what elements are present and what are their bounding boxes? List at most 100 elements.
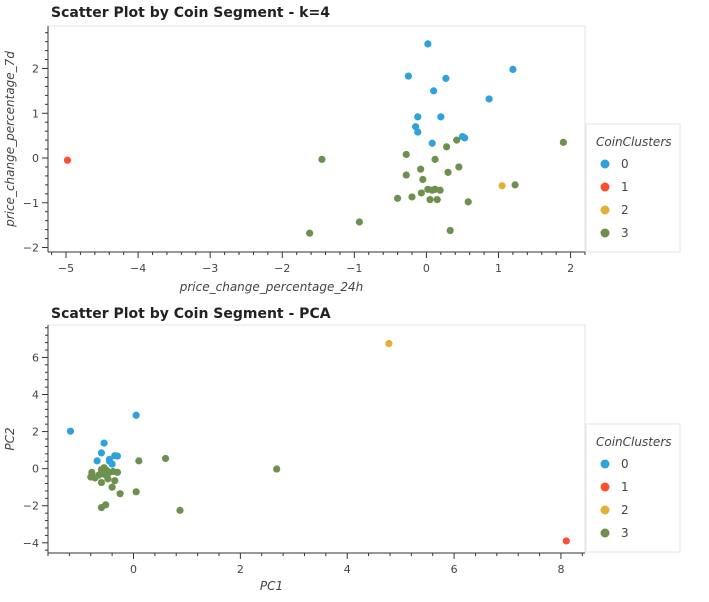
data-point-cluster-0 <box>97 449 106 457</box>
data-point-cluster-3 <box>97 503 106 512</box>
data-point-cluster-3 <box>433 196 441 204</box>
data-point-cluster-0 <box>485 95 493 103</box>
y-tick-label: −4 <box>23 537 39 550</box>
data-point-cluster-3 <box>306 229 314 237</box>
data-point-cluster-3 <box>408 193 416 201</box>
chart-1: Scatter Plot by Coin Segment - k=4 −5 −4 −3… <box>3 5 681 294</box>
data-point-cluster-3 <box>135 457 143 465</box>
data-point-cluster-3 <box>100 464 108 472</box>
data-point-cluster-0 <box>428 139 436 147</box>
data-point-cluster-3 <box>559 138 567 146</box>
legend-marker-0 <box>600 159 610 169</box>
data-point-cluster-3 <box>393 194 402 202</box>
y-tick-label: 0 <box>32 152 39 165</box>
y-tick-label: 1 <box>32 107 39 120</box>
y-tick-label: 2 <box>32 426 39 439</box>
data-point-cluster-0 <box>414 128 422 136</box>
legend-label-3: 3 <box>621 226 629 240</box>
data-point-cluster-3 <box>104 475 112 483</box>
data-point-cluster-1 <box>63 156 72 164</box>
y-tick-label: 0 <box>32 463 39 476</box>
x-axis-label: PC1 <box>260 579 283 593</box>
data-point-cluster-0 <box>461 134 469 142</box>
data-point-cluster-2 <box>498 182 506 190</box>
legend-title: CoinClusters <box>596 435 672 449</box>
data-point-cluster-0 <box>404 72 413 80</box>
data-point-cluster-3 <box>402 150 410 159</box>
y-tick-label: −2 <box>23 500 39 513</box>
x-tick-label: 0 <box>423 262 430 275</box>
data-point-cluster-3 <box>108 483 116 491</box>
data-point-cluster-3 <box>97 478 106 487</box>
data-point-cluster-0 <box>414 113 422 121</box>
x-tick-label: 6 <box>451 563 458 576</box>
x-tick-label: −1 <box>346 262 362 275</box>
x-tick-label: 8 <box>557 563 564 576</box>
data-point-cluster-0 <box>105 457 114 465</box>
data-point-cluster-2 <box>385 339 393 348</box>
data-point-cluster-0 <box>66 427 75 435</box>
y-tick-label: −1 <box>23 197 39 210</box>
data-point-cluster-3 <box>446 226 454 235</box>
x-tick-label: −2 <box>274 262 290 275</box>
data-point-cluster-3 <box>91 474 99 482</box>
data-point-cluster-3 <box>464 198 472 206</box>
legend-marker-1 <box>600 182 610 192</box>
y-tick-label: 6 <box>32 351 39 364</box>
y-tick-label: −2 <box>23 242 39 255</box>
data-point-cluster-3 <box>426 196 434 204</box>
x-tick-label: 2 <box>567 262 574 275</box>
data-point-cluster-0 <box>93 457 101 465</box>
legend-title: CoinClusters <box>596 135 672 149</box>
data-point-cluster-3 <box>455 163 463 171</box>
data-point-cluster-3 <box>453 136 461 144</box>
data-point-cluster-0 <box>437 113 445 121</box>
chart-2: Scatter Plot by Coin Segment - PCA 0 2 4 6 8 −… <box>3 306 681 593</box>
legend-label-0: 0 <box>621 157 629 171</box>
x-tick-label: 2 <box>237 563 244 576</box>
data-point-cluster-3 <box>111 477 119 485</box>
y-axis-label: PC2 <box>3 427 17 450</box>
x-tick-label: 0 <box>130 563 137 576</box>
legend-marker-3 <box>600 228 610 238</box>
y-tick-label: 4 <box>32 389 39 402</box>
data-point-cluster-0 <box>100 439 108 447</box>
data-point-cluster-0 <box>442 74 450 82</box>
data-point-cluster-3 <box>444 168 452 176</box>
legend-label-2: 2 <box>621 203 629 217</box>
data-point-cluster-0 <box>113 452 122 460</box>
data-point-cluster-0 <box>424 40 432 48</box>
data-point-cluster-1 <box>562 537 570 545</box>
data-point-cluster-3 <box>116 490 124 498</box>
x-axis-label: price_change_percentage_24h <box>179 280 363 294</box>
chart-title: Scatter Plot by Coin Segment - PCA <box>51 306 331 322</box>
x-tick-label: −5 <box>58 262 74 275</box>
data-point-cluster-3 <box>132 488 140 496</box>
data-point-cluster-3 <box>176 506 184 514</box>
data-point-cluster-3 <box>436 186 444 194</box>
data-point-cluster-3 <box>105 468 114 476</box>
data-point-cluster-0 <box>430 87 438 95</box>
y-axis-label: price_change_percentage_7d <box>3 51 17 228</box>
x-tick-label: −3 <box>202 262 218 275</box>
data-point-cluster-3 <box>417 165 425 173</box>
x-tick-label: 4 <box>344 563 351 576</box>
chart-title: Scatter Plot by Coin Segment - k=4 <box>51 5 330 21</box>
x-tick-label: −4 <box>130 262 146 275</box>
data-point-cluster-3 <box>318 155 326 163</box>
legend-label-1: 1 <box>621 180 629 194</box>
legend-marker-1 <box>600 482 610 492</box>
y-tick-label: 2 <box>32 63 39 76</box>
legend-marker-2 <box>600 205 610 215</box>
data-point-cluster-3 <box>161 454 170 463</box>
data-point-cluster-3 <box>113 468 122 476</box>
data-point-cluster-3 <box>511 181 519 189</box>
legend-marker-0 <box>600 459 610 469</box>
legend-label-0: 0 <box>621 457 629 471</box>
legend-marker-2 <box>600 505 610 515</box>
plot-frame <box>47 25 586 253</box>
data-point-cluster-0 <box>509 65 517 74</box>
plot-frame <box>47 324 586 554</box>
data-point-cluster-3 <box>431 155 439 163</box>
